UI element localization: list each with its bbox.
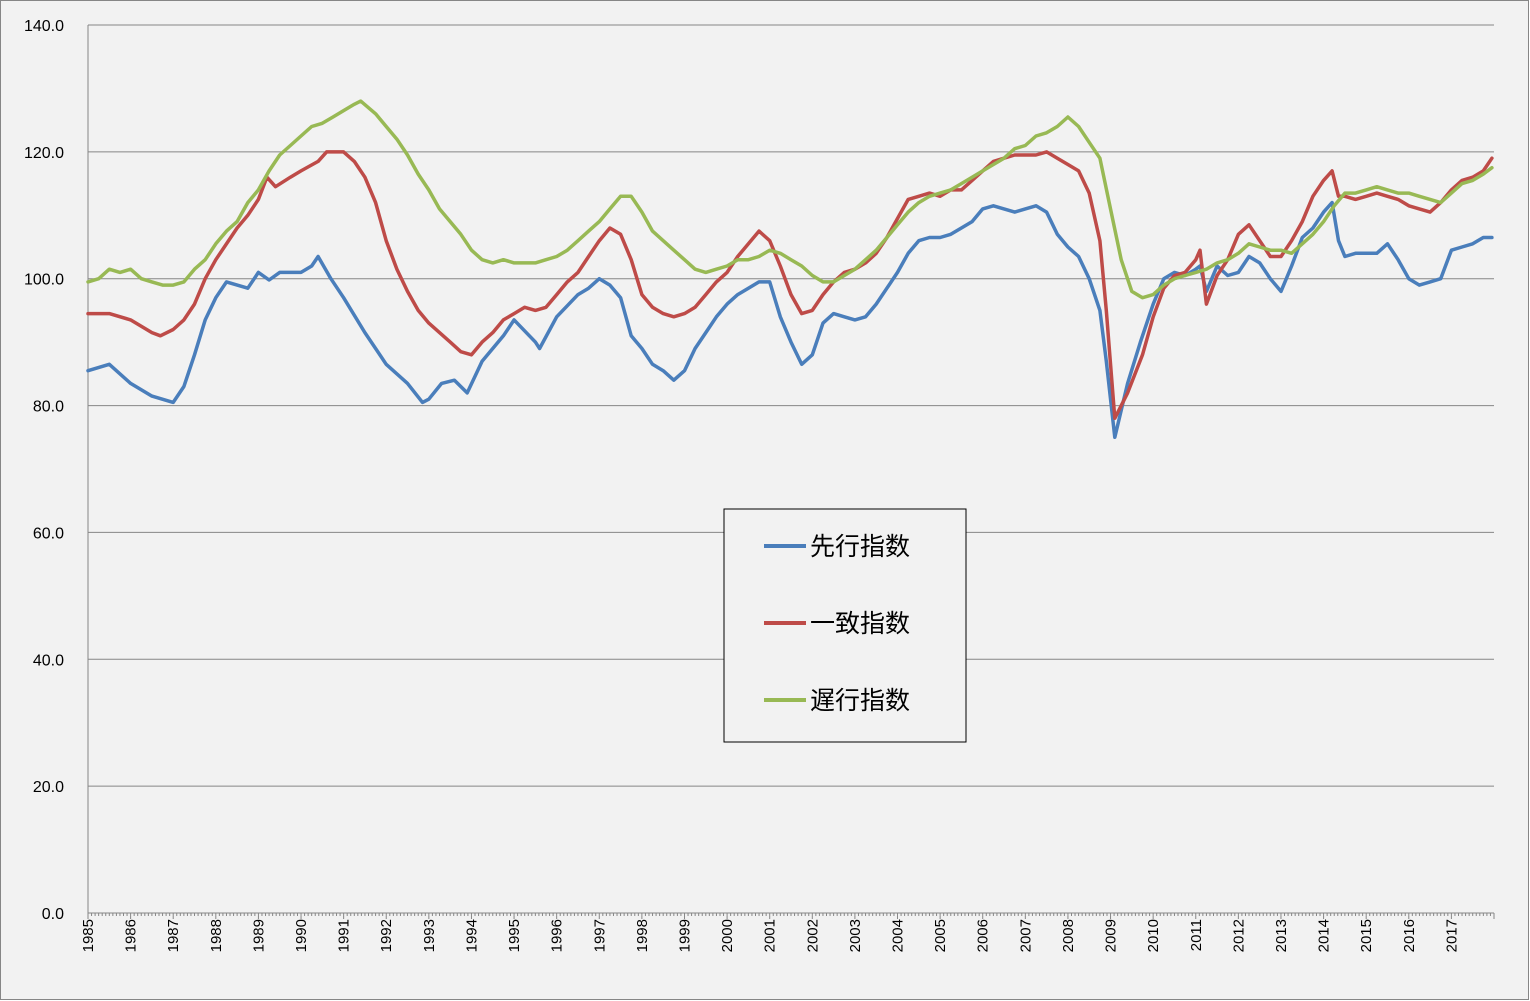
x-tick-label: 2004	[890, 919, 907, 952]
y-tick-label: 40.0	[33, 652, 64, 669]
x-tick-label: 1990	[293, 919, 310, 952]
x-tick-label: 2014	[1316, 919, 1333, 952]
x-tick-label: 2006	[975, 919, 992, 952]
x-tick-label: 1999	[676, 919, 693, 952]
x-tick-label: 2000	[719, 919, 736, 952]
x-tick-label: 1991	[336, 919, 353, 952]
x-tick-label: 1995	[506, 919, 523, 952]
x-tick-label: 2017	[1443, 919, 1460, 952]
y-tick-label: 20.0	[33, 779, 64, 796]
x-tick-label: 2011	[1188, 919, 1205, 951]
x-tick-label: 2007	[1017, 919, 1034, 952]
x-tick-label: 1998	[634, 919, 651, 952]
legend-label: 一致指数	[810, 609, 910, 638]
x-tick-label: 2002	[804, 919, 821, 952]
x-tick-label: 1996	[549, 919, 566, 952]
y-tick-label: 80.0	[33, 399, 64, 416]
y-tick-label: 0.0	[42, 906, 64, 923]
x-tick-label: 2008	[1060, 919, 1077, 952]
y-tick-label: 100.0	[24, 272, 64, 289]
y-tick-label: 120.0	[24, 145, 64, 162]
series-line-1	[86, 200, 1494, 440]
x-tick-label: 1986	[123, 919, 140, 952]
x-tick-label: 1989	[250, 919, 267, 952]
x-tick-label: 1987	[165, 919, 182, 952]
y-tick-label: 60.0	[33, 525, 64, 542]
x-tick-label: 2010	[1145, 919, 1162, 952]
x-tick-label: 1994	[463, 919, 480, 952]
x-tick-label: 2009	[1103, 919, 1120, 952]
x-tick-label: 2015	[1358, 919, 1375, 952]
x-tick-label: 2005	[932, 919, 949, 952]
x-tick-label: 2001	[762, 919, 779, 952]
series-line-3	[86, 99, 1494, 300]
x-tick-label: 1997	[591, 919, 608, 952]
y-tick-label: 140.0	[24, 18, 64, 35]
x-tick-label: 2016	[1401, 919, 1418, 952]
x-tick-label: 1992	[378, 919, 395, 952]
x-tick-label: 2012	[1230, 919, 1247, 952]
legend-label: 先行指数	[810, 532, 910, 561]
x-tick-label: 1993	[421, 919, 438, 952]
x-tick-label: 1988	[208, 919, 225, 952]
legend-label: 遅行指数	[810, 686, 910, 715]
x-tick-label: 2003	[847, 919, 864, 952]
x-tick-label: 2013	[1273, 919, 1290, 952]
x-tick-label: 1985	[80, 919, 97, 952]
series-line-2	[86, 150, 1494, 421]
